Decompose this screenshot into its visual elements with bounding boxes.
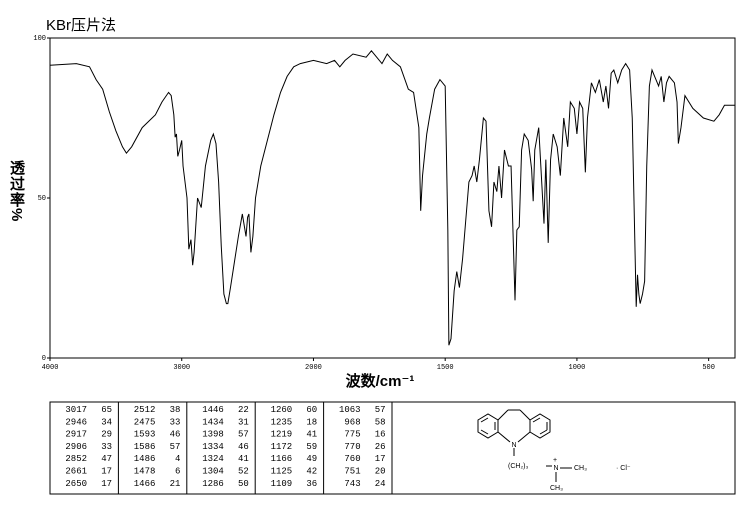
- peak-transmittance: 6: [175, 467, 180, 477]
- peak-transmittance: 49: [306, 454, 317, 464]
- peak-transmittance: 59: [306, 442, 317, 452]
- peak-transmittance: 46: [238, 442, 249, 452]
- plot-frame: [49, 37, 736, 359]
- peak-wavenumber: 1446: [202, 405, 224, 415]
- peak-wavenumber: 2906: [65, 442, 87, 452]
- y-tick-label: 50: [38, 195, 46, 203]
- structure-label: (CH₂)₃: [508, 463, 528, 470]
- peak-wavenumber: 1109: [271, 479, 293, 489]
- y-tick-label: 0: [42, 355, 46, 363]
- peak-wavenumber: 1304: [202, 467, 224, 477]
- peak-transmittance: 31: [238, 417, 249, 427]
- peak-transmittance: 60: [306, 405, 317, 415]
- structure-drawing: [477, 409, 572, 482]
- peak-transmittance: 50: [238, 479, 249, 489]
- peak-wavenumber: 751: [344, 467, 360, 477]
- x-tick-label: 1500: [437, 364, 454, 372]
- y-tick-label: 100: [33, 35, 46, 43]
- peak-wavenumber: 1434: [202, 417, 224, 427]
- peak-wavenumber: 2512: [134, 405, 156, 415]
- peak-wavenumber: 1593: [134, 430, 156, 440]
- peak-transmittance: 20: [375, 467, 386, 477]
- peak-transmittance: 21: [170, 479, 181, 489]
- structure-label: +: [553, 457, 557, 464]
- peak-transmittance: 18: [306, 417, 317, 427]
- peak-wavenumber: 2946: [65, 417, 87, 427]
- peak-transmittance: 42: [306, 467, 317, 477]
- peak-transmittance: 41: [306, 430, 317, 440]
- structure-label: CH₃: [574, 465, 587, 472]
- spectrum-line: [49, 50, 735, 346]
- peak-transmittance: 58: [375, 417, 386, 427]
- peak-transmittance: 57: [238, 430, 249, 440]
- peak-wavenumber: 2852: [65, 454, 87, 464]
- peak-transmittance: 16: [375, 430, 386, 440]
- peak-wavenumber: 968: [344, 417, 360, 427]
- peak-transmittance: 38: [170, 405, 181, 415]
- peak-transmittance: 4: [175, 454, 180, 464]
- peak-wavenumber: 1334: [202, 442, 224, 452]
- structure-label: N: [553, 465, 558, 472]
- peak-transmittance: 17: [101, 479, 112, 489]
- peak-wavenumber: 1286: [202, 479, 224, 489]
- x-tick-label: 3000: [173, 364, 190, 372]
- peak-wavenumber: 2650: [65, 479, 87, 489]
- peak-wavenumber: 1398: [202, 430, 224, 440]
- peak-transmittance: 46: [170, 430, 181, 440]
- peak-wavenumber: 2917: [65, 430, 87, 440]
- peak-transmittance: 33: [170, 417, 181, 427]
- peak-wavenumber: 1324: [202, 454, 224, 464]
- peak-wavenumber: 1478: [134, 467, 156, 477]
- peak-transmittance: 41: [238, 454, 249, 464]
- peak-transmittance: 57: [170, 442, 181, 452]
- x-axis-label: 波数/cm⁻¹: [346, 372, 415, 390]
- x-tick-label: 1000: [569, 364, 586, 372]
- peak-wavenumber: 760: [344, 454, 360, 464]
- peak-transmittance: 65: [101, 405, 112, 415]
- structure-label: N: [511, 442, 516, 449]
- peak-wavenumber: 1235: [271, 417, 293, 427]
- peak-wavenumber: 1586: [134, 442, 156, 452]
- x-tick-label: 500: [702, 364, 715, 372]
- x-tick-label: 2000: [305, 364, 322, 372]
- peak-wavenumber: 743: [344, 479, 360, 489]
- peak-wavenumber: 3017: [65, 405, 87, 415]
- peak-transmittance: 34: [101, 417, 112, 427]
- peak-wavenumber: 775: [344, 430, 360, 440]
- peak-wavenumber: 1166: [271, 454, 293, 464]
- structure-label: CH₃: [550, 485, 563, 492]
- y-axis-label: 透过率%: [8, 160, 25, 223]
- peak-wavenumber: 1219: [271, 430, 293, 440]
- x-tick-label: 4000: [42, 364, 59, 372]
- peak-transmittance: 33: [101, 442, 112, 452]
- peak-wavenumber: 1063: [339, 405, 361, 415]
- structure-label: · Cl⁻: [616, 465, 631, 472]
- peak-transmittance: 24: [375, 479, 386, 489]
- peak-transmittance: 47: [101, 454, 112, 464]
- peak-wavenumber: 1125: [271, 467, 293, 477]
- peak-wavenumber: 770: [344, 442, 360, 452]
- peak-transmittance: 57: [375, 405, 386, 415]
- peak-wavenumber: 2475: [134, 417, 156, 427]
- peak-transmittance: 36: [306, 479, 317, 489]
- peak-transmittance: 26: [375, 442, 386, 452]
- peak-transmittance: 17: [375, 454, 386, 464]
- peak-wavenumber: 2661: [65, 467, 87, 477]
- peak-wavenumber: 1172: [271, 442, 293, 452]
- peak-transmittance: 29: [101, 430, 112, 440]
- peak-wavenumber: 1466: [134, 479, 156, 489]
- chart-title: KBr压片法: [46, 17, 116, 34]
- peak-transmittance: 52: [238, 467, 249, 477]
- peak-wavenumber: 1486: [134, 454, 156, 464]
- peak-transmittance: 17: [101, 467, 112, 477]
- peak-wavenumber: 1260: [271, 405, 293, 415]
- peak-transmittance: 22: [238, 405, 249, 415]
